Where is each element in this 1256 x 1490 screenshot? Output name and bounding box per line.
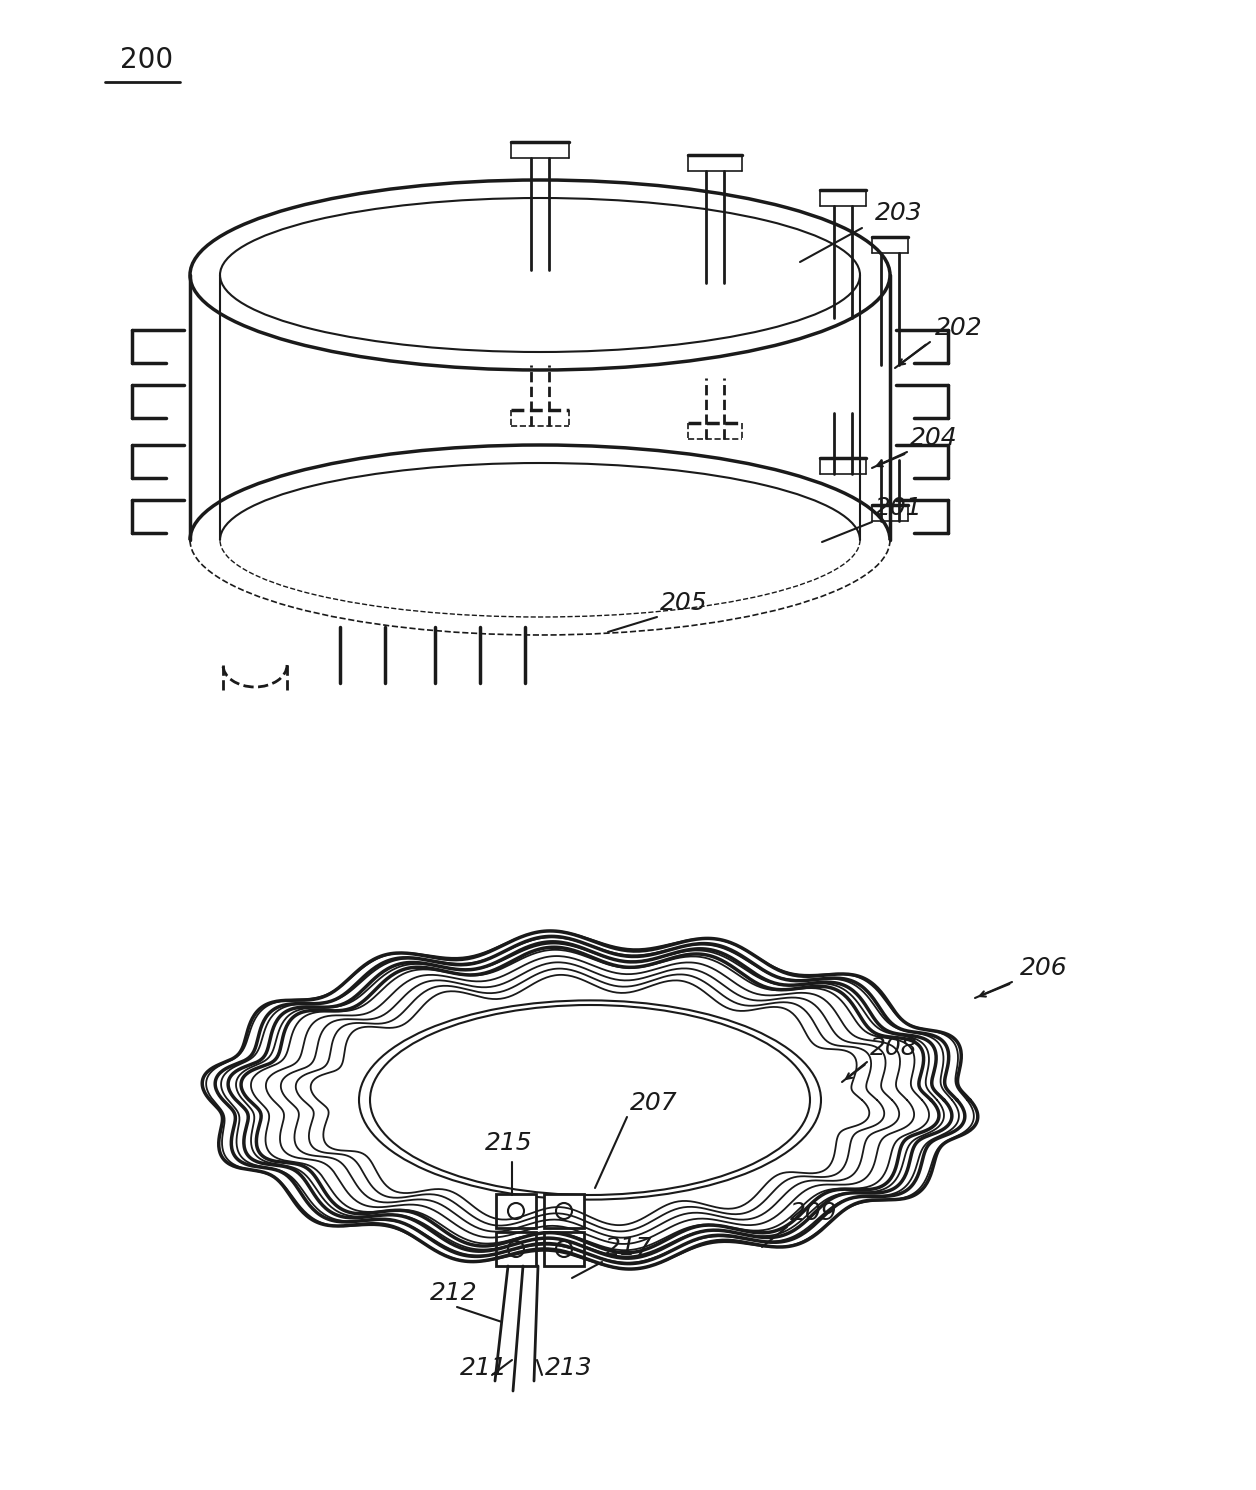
FancyBboxPatch shape: [544, 1232, 584, 1266]
Text: 217: 217: [605, 1237, 653, 1261]
Text: 212: 212: [430, 1281, 477, 1305]
Text: 205: 205: [659, 592, 707, 615]
Text: 200: 200: [121, 46, 173, 74]
Text: 209: 209: [790, 1201, 838, 1225]
FancyBboxPatch shape: [496, 1193, 536, 1228]
FancyBboxPatch shape: [496, 1232, 536, 1266]
Text: 201: 201: [875, 496, 923, 520]
FancyBboxPatch shape: [544, 1193, 584, 1228]
Text: 213: 213: [545, 1356, 593, 1380]
Text: 215: 215: [485, 1131, 533, 1155]
Text: 208: 208: [870, 1036, 918, 1059]
Text: 206: 206: [1020, 957, 1068, 980]
Text: 211: 211: [460, 1356, 507, 1380]
Text: 207: 207: [631, 1091, 678, 1115]
Text: 202: 202: [934, 316, 982, 340]
Text: 204: 204: [911, 426, 957, 450]
Text: 203: 203: [875, 201, 923, 225]
